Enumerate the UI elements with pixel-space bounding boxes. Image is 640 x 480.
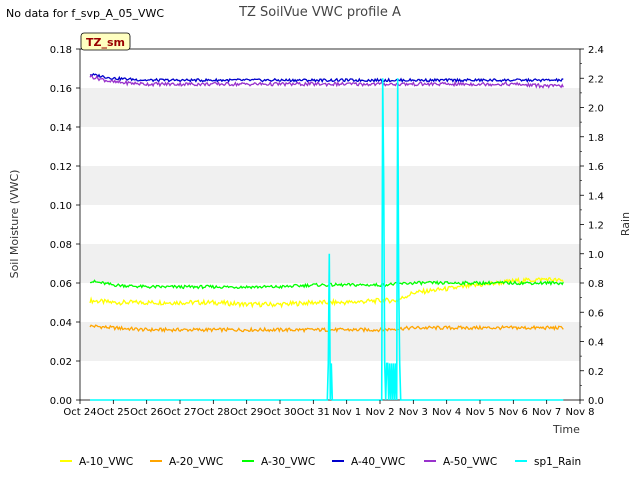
grid-bands bbox=[80, 49, 580, 400]
y2-tick-label: 1.0 bbox=[588, 250, 604, 261]
x-tick-label: Nov 6 bbox=[499, 407, 528, 418]
x-tick-label: Oct 26 bbox=[130, 407, 163, 418]
y-tick-label: 0.10 bbox=[50, 201, 72, 212]
y-tick-label: 0.04 bbox=[50, 318, 72, 329]
site-badge-box bbox=[80, 32, 131, 51]
y2-tick-label: 1.4 bbox=[588, 191, 604, 202]
y2-tick-label: 1.6 bbox=[588, 162, 604, 173]
x-tick-label: Nov 2 bbox=[365, 407, 394, 418]
grid-band bbox=[80, 49, 580, 88]
y2-tick-label: 2.4 bbox=[588, 45, 604, 56]
x-tick-label: Nov 4 bbox=[432, 407, 461, 418]
legend-label: A-50_VWC bbox=[443, 456, 497, 468]
x-tick-label: Oct 30 bbox=[263, 407, 296, 418]
y-tick-label: 0.18 bbox=[50, 45, 72, 56]
x-tick-label: Oct 27 bbox=[163, 407, 196, 418]
y-tick-label: 0.00 bbox=[50, 396, 72, 407]
x-tick-label: Oct 29 bbox=[230, 407, 263, 418]
chart-title: TZ SoilVue VWC profile A bbox=[238, 5, 401, 20]
y2-tick-label: 2.0 bbox=[588, 104, 604, 115]
series-line-A-30_VWC bbox=[89, 279, 564, 290]
legend-label: A-20_VWC bbox=[169, 456, 223, 468]
series-line-sp1_Rain bbox=[90, 78, 564, 401]
grid-band bbox=[80, 88, 580, 127]
grid-band bbox=[80, 127, 580, 166]
series-line-A-50_VWC bbox=[89, 74, 564, 89]
site-badge-label: TZ_sm bbox=[86, 36, 125, 49]
x-axis-label: Time bbox=[552, 423, 580, 436]
legend-label: A-10_VWC bbox=[79, 456, 133, 468]
x-tick-label: Nov 7 bbox=[532, 407, 561, 418]
y2-tick-label: 0.0 bbox=[588, 396, 604, 407]
x-tick-label: Nov 5 bbox=[465, 407, 494, 418]
y-tick-label: 0.08 bbox=[50, 240, 72, 251]
y-tick-label: 0.06 bbox=[50, 279, 72, 290]
y-tick-label: 0.12 bbox=[50, 162, 72, 173]
series-line-A-40_VWC bbox=[89, 72, 564, 83]
y2-tick-label: 0.6 bbox=[588, 308, 604, 319]
x-tick-label: Oct 28 bbox=[197, 407, 230, 418]
y2-tick-label: 2.2 bbox=[588, 74, 604, 85]
y2-axis-label: Rain bbox=[619, 212, 632, 236]
y2-tick-label: 0.8 bbox=[588, 279, 604, 290]
x-tick-label: Nov 3 bbox=[399, 407, 428, 418]
nodata-text: No data for f_svp_A_05_VWC bbox=[6, 7, 164, 20]
grid-band bbox=[80, 205, 580, 244]
y2-tick-label: 0.2 bbox=[588, 367, 604, 378]
legend-label: A-40_VWC bbox=[351, 456, 405, 468]
site-badge: TZ_sm bbox=[80, 32, 131, 51]
series-layer bbox=[89, 72, 564, 401]
axes-layer: 0.00 0.02 0.04 0.06 0.08 0.10 0.12 0.14 0.16 0.18… bbox=[50, 45, 604, 418]
y-tick-label: 0.14 bbox=[50, 123, 72, 134]
x-tick-label: Nov 8 bbox=[565, 407, 594, 418]
y2-tick-label: 1.2 bbox=[588, 221, 604, 232]
x-tick-label: Oct 25 bbox=[97, 407, 130, 418]
x-tick-label: Nov 1 bbox=[332, 407, 361, 418]
y-axis-label: Soil Moisture (VWC) bbox=[8, 170, 21, 279]
y-tick-label: 0.02 bbox=[50, 357, 72, 368]
y2-tick-label: 0.4 bbox=[588, 338, 604, 349]
series-line-A-20_VWC bbox=[89, 324, 564, 334]
legend-label: sp1_Rain bbox=[534, 456, 581, 468]
x-tick-label: Oct 31 bbox=[297, 407, 330, 418]
x-tick-label: Oct 24 bbox=[63, 407, 96, 418]
legend: A-10_VWC A-20_VWC A-30_VWC A-40_VWC A-50_VWC… bbox=[60, 456, 581, 468]
y-tick-label: 0.16 bbox=[50, 84, 72, 95]
legend-label: A-30_VWC bbox=[261, 456, 315, 468]
grid-band bbox=[80, 166, 580, 205]
y2-tick-label: 1.8 bbox=[588, 133, 604, 144]
